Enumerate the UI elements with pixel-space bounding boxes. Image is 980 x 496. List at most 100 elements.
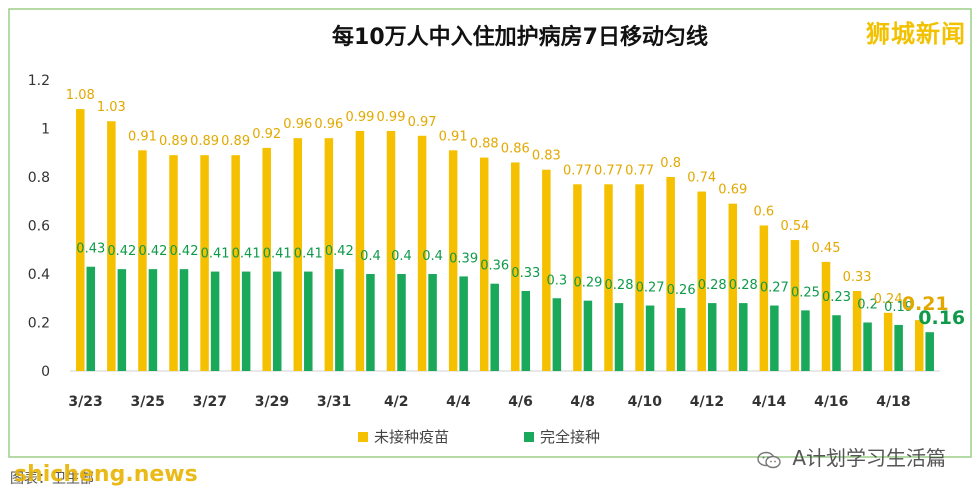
label-vaccinated-4/19: 0.16	[918, 307, 965, 329]
bar-unvaccinated-4/18	[883, 312, 893, 371]
bar-vaccinated-3/26	[179, 269, 189, 371]
label-vaccinated-4/11: 0.26	[667, 283, 696, 298]
bar-vaccinated-4/9	[614, 303, 624, 371]
y-tick-label-4: 0.8	[28, 170, 50, 186]
bar-unvaccinated-3/31	[324, 138, 334, 371]
label-unvaccinated-4/6: 0.86	[501, 141, 530, 156]
bar-unvaccinated-4/14	[759, 225, 769, 371]
label-unvaccinated-3/24: 1.03	[97, 100, 126, 115]
label-unvaccinated-4/13: 0.69	[718, 183, 747, 198]
y-tick-label-3: 0.6	[28, 219, 50, 235]
data-labels-group: 1.08 0.43 1.03 0.42 0.91 0.42 0.89 0.42 0.89 0.41…	[66, 88, 965, 329]
x-tick-label-3/23: 3/23	[68, 394, 102, 410]
bar-vaccinated-4/5	[490, 283, 499, 371]
x-tick-label-3/31: 3/31	[317, 394, 351, 410]
label-vaccinated-4/18: 0.19	[884, 300, 913, 315]
bar-unvaccinated-3/23	[76, 109, 85, 371]
bar-unvaccinated-3/24	[107, 121, 116, 371]
bar-unvaccinated-4/17	[852, 290, 862, 371]
label-unvaccinated-4/8: 0.77	[563, 163, 592, 178]
label-unvaccinated-4/18: 0.24	[874, 292, 903, 307]
source-text: 图表：卫生部	[10, 471, 94, 487]
label-vaccinated-3/25: 0.42	[138, 244, 167, 259]
bar-unvaccinated-4/16	[821, 261, 831, 371]
label-vaccinated-4/7: 0.3	[547, 273, 568, 288]
bar-unvaccinated-3/29	[262, 147, 271, 371]
label-unvaccinated-3/28: 0.89	[221, 134, 250, 149]
label-unvaccinated-3/30: 0.96	[283, 117, 312, 132]
label-unvaccinated-4/1: 0.99	[345, 110, 374, 125]
label-vaccinated-4/14: 0.27	[760, 281, 789, 296]
legend-swatch-vaccinated	[524, 432, 534, 442]
bar-vaccinated-4/11	[676, 307, 686, 371]
watermark: shicheng.news	[14, 462, 198, 487]
bar-unvaccinated-4/5	[479, 157, 489, 371]
label-unvaccinated-3/29: 0.92	[252, 127, 281, 142]
x-tick-label-4/12: 4/12	[690, 394, 724, 410]
bar-unvaccinated-3/25	[138, 150, 147, 371]
label-unvaccinated-4/11: 0.8	[660, 156, 681, 171]
bar-unvaccinated-4/6	[511, 162, 520, 371]
label-vaccinated-3/30: 0.41	[294, 247, 323, 262]
label-unvaccinated-4/15: 0.54	[780, 219, 809, 234]
chart-border	[8, 8, 972, 458]
x-tick-label-4/16: 4/16	[814, 394, 848, 410]
x-tick-label-3/27: 3/27	[193, 394, 227, 410]
bars-group	[76, 109, 934, 371]
label-vaccinated-4/16: 0.23	[822, 290, 851, 305]
x-tick-label-4/14: 4/14	[752, 394, 787, 410]
label-vaccinated-3/31: 0.42	[325, 244, 354, 259]
bar-unvaccinated-4/15	[790, 240, 800, 371]
legend: 未接种疫苗 完全接种	[358, 428, 600, 446]
bar-unvaccinated-4/4	[448, 150, 458, 371]
y-tick-label-2: 0.4	[28, 267, 50, 283]
bar-vaccinated-3/29	[272, 271, 282, 371]
x-tick-label-4/6: 4/6	[508, 394, 533, 410]
label-unvaccinated-4/19: 0.21	[902, 293, 949, 315]
label-unvaccinated-4/12: 0.74	[687, 171, 716, 186]
label-vaccinated-4/6: 0.33	[511, 266, 540, 281]
label-vaccinated-4/13: 0.28	[729, 278, 758, 293]
bar-vaccinated-3/24	[117, 269, 127, 371]
label-unvaccinated-3/31: 0.96	[314, 117, 343, 132]
label-vaccinated-4/4: 0.39	[449, 251, 478, 266]
bar-vaccinated-4/6	[521, 290, 531, 371]
bar-vaccinated-4/13	[739, 303, 748, 371]
label-unvaccinated-4/7: 0.83	[532, 149, 561, 164]
wechat-icon	[757, 451, 781, 468]
bar-unvaccinated-4/19	[914, 320, 924, 371]
label-vaccinated-4/1: 0.4	[360, 249, 381, 264]
x-tick-label-4/8: 4/8	[570, 394, 595, 410]
label-unvaccinated-3/23: 1.08	[66, 88, 95, 103]
label-vaccinated-4/9: 0.28	[605, 278, 634, 293]
y-tick-label-1: 0.2	[28, 316, 50, 332]
label-vaccinated-3/23: 0.43	[76, 242, 105, 257]
label-vaccinated-3/28: 0.41	[232, 247, 261, 262]
label-vaccinated-3/24: 0.42	[107, 244, 136, 259]
bar-unvaccinated-4/2	[386, 130, 396, 371]
bar-vaccinated-3/25	[148, 269, 158, 371]
bar-unvaccinated-4/10	[635, 184, 644, 371]
bar-vaccinated-4/10	[645, 305, 655, 371]
legend-label-unvaccinated: 未接种疫苗	[374, 428, 449, 446]
label-vaccinated-3/29: 0.41	[263, 247, 292, 262]
y-tick-label-5: 1	[41, 122, 50, 138]
bar-vaccinated-4/4	[459, 276, 468, 371]
label-unvaccinated-4/14: 0.6	[754, 205, 775, 220]
bar-vaccinated-4/19	[925, 332, 934, 371]
bar-vaccinated-4/3	[428, 274, 437, 371]
label-vaccinated-4/8: 0.29	[573, 276, 602, 291]
label-vaccinated-4/3: 0.4	[422, 249, 443, 264]
bar-unvaccinated-3/30	[293, 138, 303, 371]
label-vaccinated-4/5: 0.36	[480, 259, 509, 274]
bar-vaccinated-4/1	[366, 274, 375, 371]
label-unvaccinated-3/26: 0.89	[159, 134, 188, 149]
label-unvaccinated-4/10: 0.77	[625, 163, 654, 178]
bar-vaccinated-4/8	[583, 300, 593, 371]
brand-logo-text: 狮城新闻	[866, 20, 966, 48]
bar-unvaccinated-4/7	[542, 169, 551, 371]
label-unvaccinated-4/9: 0.77	[594, 163, 623, 178]
bar-vaccinated-3/27	[210, 271, 220, 371]
x-tick-label-4/4: 4/4	[446, 394, 471, 410]
